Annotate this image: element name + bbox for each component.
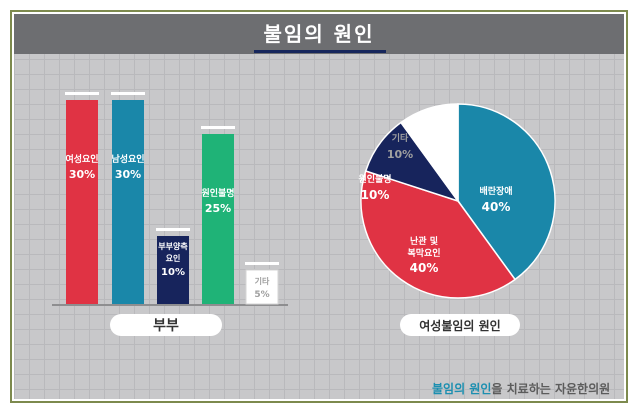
pie-value-3: 10% [361,188,390,202]
pie-slice-4 [399,103,459,204]
bar-label-1: 여성요인 [65,153,98,165]
bar-cap-5 [245,262,279,265]
bar-label-5: 기타 [255,276,270,286]
bar-value-2: 30% [115,168,141,181]
bar-cap-3 [156,228,190,231]
bar-value-5: 5% [254,290,269,300]
pie-label-2-line2: 복막요인 [407,247,440,259]
bar-value-4: 25% [205,202,231,215]
pie-label-1: 배란장애 [479,185,512,197]
bar-label-4: 원인불명 [201,187,234,199]
bar-label-2: 남성요인 [111,153,144,165]
pie-chart-title-pill [400,314,520,336]
bar-5 [245,269,279,305]
pie-value-4: 10% [387,148,413,161]
pie-value-2: 40% [410,261,439,275]
bar-label-3-line1: 부부양측 [158,241,188,251]
bar-3 [157,236,189,304]
bar-cap-4 [201,126,235,129]
page-title: 불임의 원인 [263,22,375,46]
bar-1 [66,100,98,304]
bar-4 [202,134,234,304]
bar-2 [112,100,144,304]
bar-chart-title: 부부 [153,318,179,334]
pie-label-4: 기타 [392,132,409,144]
title-bar [14,14,624,54]
title-underline [254,50,386,53]
footer-text: 불임의 원인을 치료하는 자윤한의원 [432,380,610,397]
bar-value-1: 30% [69,168,95,181]
pie-slice-2 [360,170,517,299]
bar-cap-2 [111,92,145,95]
bar-label-3-line2: 요인 [166,253,181,263]
pie-slice-1 [457,103,556,281]
bar-cap-1 [65,92,99,95]
bar-baseline [52,304,288,306]
pie-label-3: 원인불명 [358,173,391,185]
bar-chart-title-pill [110,314,222,336]
pie-label-2-line1: 난관 및 [410,235,438,247]
pie-value-1: 40% [482,200,511,214]
bar-value-3: 10% [161,267,185,278]
footer-highlight: 불임의 원인 [432,382,492,396]
footer-rest: 을 치료하는 자윤한의원 [491,382,611,396]
pie-chart-title: 여성불임의 원인 [419,318,500,333]
